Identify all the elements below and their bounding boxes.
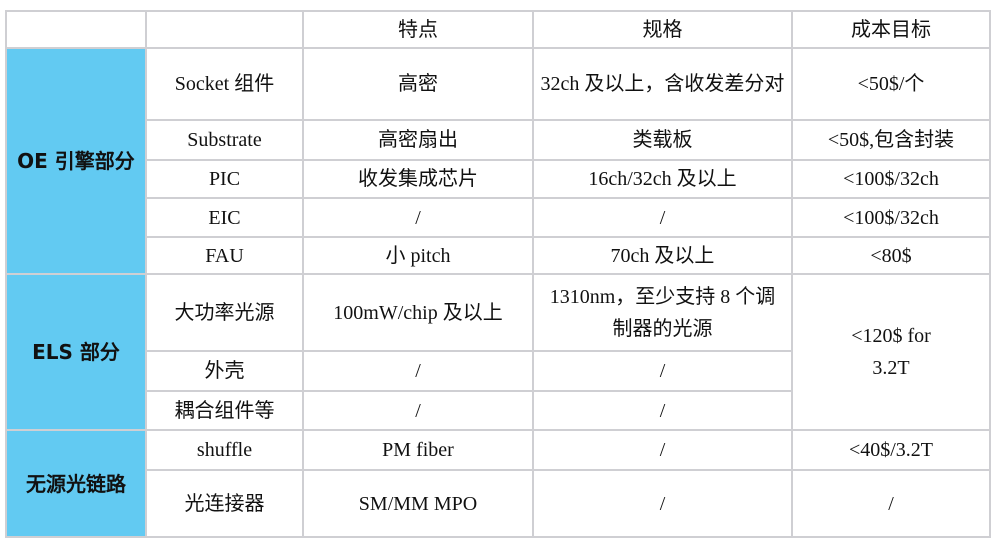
category-passive: 无源光链路 [5,429,147,538]
table-row: Substrate 高密扇出 类载板 <50$,包含封装 [6,119,991,161]
item-cell: 大功率光源 [145,273,304,352]
spec-cell: / [532,390,793,431]
feature-cell: 小 pitch [302,236,534,275]
table-row: PIC 收发集成芯片 16ch/32ch 及以上 <100$/32ch [6,159,991,199]
spec-cell: / [532,197,793,238]
feature-cell: 100mW/chip 及以上 [302,273,534,352]
spec-table: 特点 规格 成本目标 OE 引擎部分 Socket 组件 高密 32ch 及以上… [5,10,991,538]
cost-cell: / [791,469,991,538]
item-cell: PIC [145,159,304,199]
header-cost: 成本目标 [791,10,991,49]
category-els: ELS 部分 [5,273,147,431]
item-cell: FAU [145,236,304,275]
spec-cell: 16ch/32ch 及以上 [532,159,793,199]
header-cell [145,10,304,49]
header-feature: 特点 [302,10,534,49]
feature-cell: 收发集成芯片 [302,159,534,199]
spec-cell: 类载板 [532,119,793,161]
header-row: 特点 规格 成本目标 [5,10,991,49]
cost-cell: <120$ for 3.2T [791,273,991,431]
item-cell: shuffle [145,429,304,471]
spec-cell: 32ch 及以上，含收发差分对 [532,47,793,121]
table-row: EIC / / <100$/32ch [6,197,991,238]
spec-cell: 70ch 及以上 [532,236,793,275]
table-row: 耦合组件等 / / [6,390,990,431]
item-cell: 耦合组件等 [145,390,304,431]
item-cell: Socket 组件 [145,47,304,121]
table-row: 光连接器 SM/MM MPO / / [6,469,991,538]
feature-cell: 高密 [302,47,534,121]
cost-cell: <80$ [791,236,991,275]
spec-cell: / [532,469,793,538]
feature-cell: SM/MM MPO [302,469,534,538]
cost-cell: <50$/个 [791,47,991,121]
cost-cell: <40$/3.2T [791,429,991,471]
cost-cell: <100$/32ch [791,197,991,238]
item-cell: 外壳 [145,350,304,392]
header-spec: 规格 [532,10,793,49]
spec-cell: 1310nm，至少支持 8 个调制器的光源 [532,273,793,352]
feature-cell: 高密扇出 [302,119,534,161]
table-row: ELS 部分 大功率光源 100mW/chip 及以上 1310nm，至少支持 … [5,273,991,431]
table-row: 无源光链路 shuffle PM fiber / <40$/3.2T [5,429,991,538]
feature-cell: PM fiber [302,429,534,471]
item-cell: EIC [145,197,304,238]
feature-cell: / [302,197,534,238]
table-row: OE 引擎部分 Socket 组件 高密 32ch 及以上，含收发差分对 <50… [5,47,991,275]
table-row: FAU 小 pitch 70ch 及以上 <80$ [6,236,991,275]
spec-cell: / [532,429,793,471]
feature-cell: / [302,390,534,431]
cost-cell: <100$/32ch [791,159,991,199]
cost-cell: <50$,包含封装 [791,119,991,161]
item-cell: Substrate [145,119,304,161]
table-row: 外壳 / / [6,350,990,392]
spec-cell: / [532,350,793,392]
header-cell [5,10,147,49]
category-oe: OE 引擎部分 [5,47,147,275]
item-cell: 光连接器 [145,469,304,538]
feature-cell: / [302,350,534,392]
